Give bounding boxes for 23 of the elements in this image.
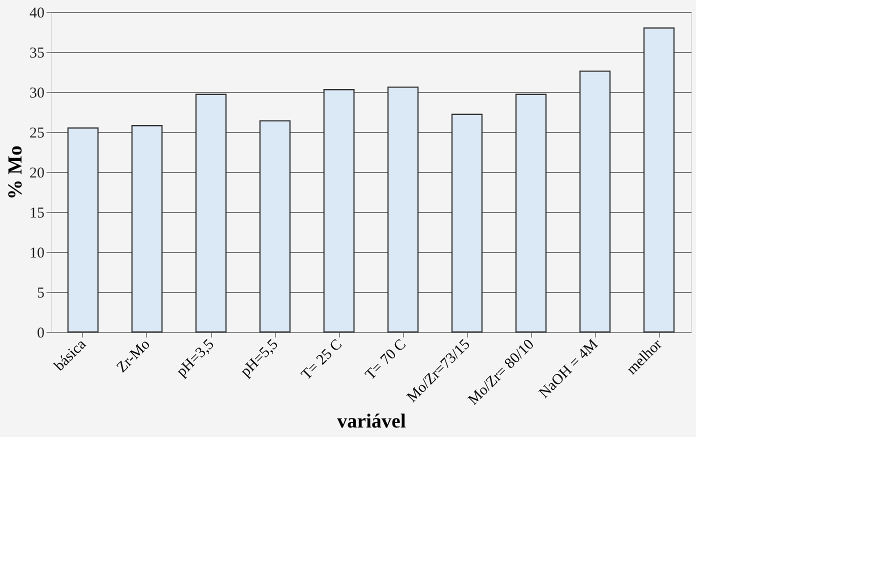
bar <box>579 70 611 333</box>
bar <box>643 27 675 333</box>
y-tick-label: 10 <box>30 246 44 262</box>
bar <box>67 127 99 333</box>
x-axis-title: variável <box>337 410 406 433</box>
bar <box>323 89 355 333</box>
y-tick-label: 5 <box>37 286 44 302</box>
y-tick-label: 30 <box>30 86 44 102</box>
bar <box>515 94 547 333</box>
bar <box>259 120 291 333</box>
bar <box>195 94 227 333</box>
bar <box>131 125 163 333</box>
x-tick-label: T= 70 C <box>362 336 410 384</box>
bar <box>387 86 419 333</box>
y-tick-label: 25 <box>30 126 44 142</box>
y-tick-label: 20 <box>30 166 44 182</box>
y-tick-label: 40 <box>30 6 44 22</box>
x-tick-label: T= 25 C <box>298 336 346 384</box>
y-axis-title: % Mo <box>4 146 26 200</box>
y-tick-label: 0 <box>37 326 44 342</box>
bar <box>451 114 483 333</box>
y-tick-label: 35 <box>30 46 44 62</box>
y-tick-label: 15 <box>30 206 44 222</box>
